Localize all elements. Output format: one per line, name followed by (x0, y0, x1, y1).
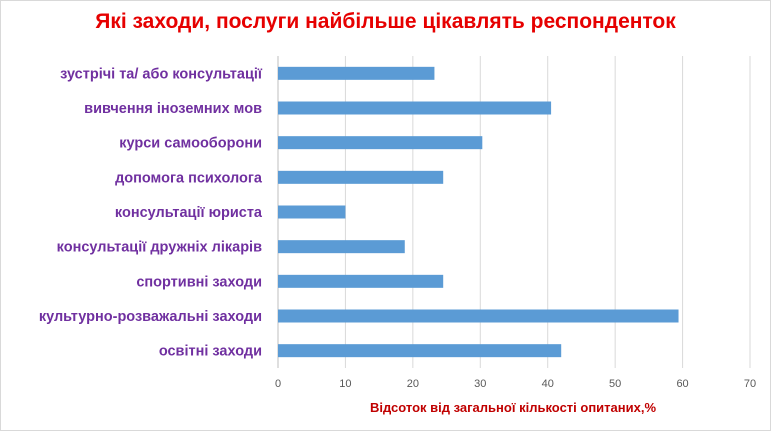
category-label: консультації дружніх лікарів (57, 240, 262, 256)
bar (278, 344, 562, 358)
bar (278, 101, 552, 115)
bar (278, 170, 444, 184)
category-label: допомога психолога (115, 170, 263, 186)
bar (278, 136, 483, 150)
category-labels: зустрічі та/ або консультації вивчення ін… (39, 66, 263, 359)
category-label: освітні заходи (159, 344, 262, 360)
bar (278, 240, 405, 254)
x-tick-labels: 0 10 20 30 40 50 60 70 (275, 378, 756, 390)
bar (278, 274, 444, 288)
x-tick-label: 50 (609, 378, 621, 390)
bar (278, 205, 346, 219)
bar (278, 309, 679, 323)
x-tick-label: 10 (339, 378, 351, 390)
x-tick-label: 20 (407, 378, 419, 390)
x-tick-label: 0 (275, 378, 281, 390)
x-axis-title: Відсоток від загальної кількості опитани… (370, 400, 656, 415)
x-tick-label: 40 (542, 378, 554, 390)
category-label: спортивні заходи (136, 274, 262, 290)
category-label: консультації юриста (115, 205, 263, 221)
category-label: курси самооборони (119, 136, 262, 152)
bars (278, 66, 679, 358)
category-label: зустрічі та/ або консультації (60, 66, 263, 82)
bar (278, 66, 435, 80)
chart-title: Які заходи, послуги найбільше цікавлять … (95, 10, 676, 33)
x-tick-label: 60 (676, 378, 688, 390)
category-label: вивчення іноземних мов (84, 101, 262, 117)
x-tick-label: 70 (744, 378, 756, 390)
category-label: культурно-розважальні заходи (39, 309, 262, 325)
x-tick-label: 30 (474, 378, 486, 390)
